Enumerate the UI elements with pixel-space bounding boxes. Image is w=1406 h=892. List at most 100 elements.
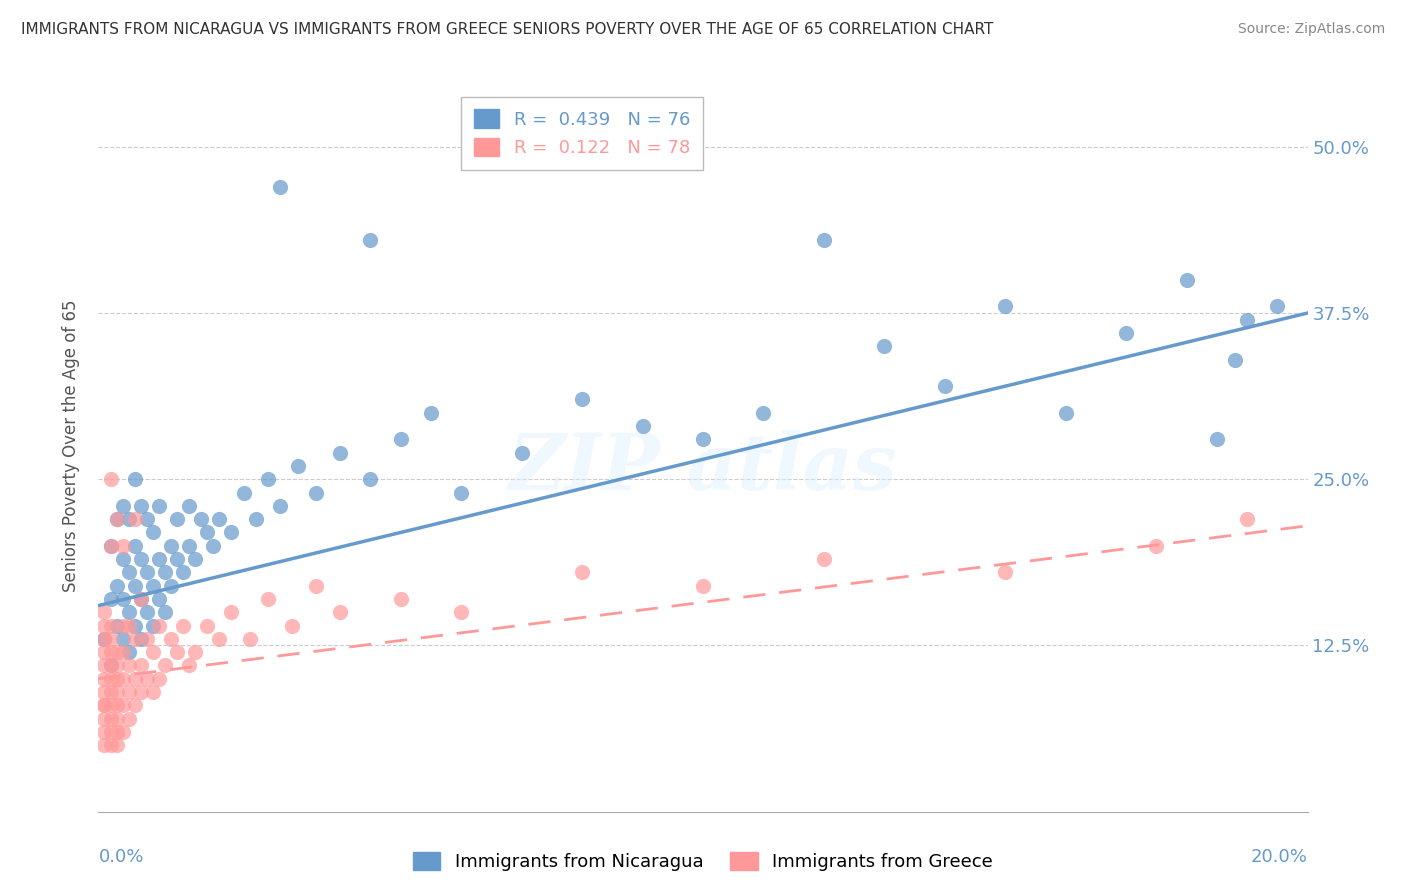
Point bbox=[124, 579, 146, 593]
Point bbox=[631, 419, 654, 434]
Point bbox=[239, 632, 262, 646]
Point bbox=[93, 618, 115, 632]
Point bbox=[202, 539, 225, 553]
Point bbox=[111, 645, 134, 659]
Point bbox=[118, 712, 141, 726]
Point bbox=[148, 591, 170, 606]
Point bbox=[329, 605, 352, 619]
Point bbox=[1144, 539, 1167, 553]
Point bbox=[118, 512, 141, 526]
Point bbox=[129, 591, 152, 606]
Point bbox=[93, 698, 115, 713]
Point bbox=[93, 605, 115, 619]
Point bbox=[329, 445, 352, 459]
Point bbox=[184, 552, 207, 566]
Point bbox=[111, 632, 134, 646]
Point bbox=[510, 445, 533, 459]
Point bbox=[166, 552, 188, 566]
Point bbox=[93, 712, 115, 726]
Point bbox=[160, 579, 183, 593]
Point bbox=[93, 685, 115, 699]
Point bbox=[269, 179, 291, 194]
Point bbox=[179, 658, 201, 673]
Point bbox=[571, 392, 593, 407]
Point bbox=[208, 512, 231, 526]
Point bbox=[105, 658, 128, 673]
Point bbox=[111, 591, 134, 606]
Point bbox=[153, 658, 176, 673]
Point bbox=[813, 233, 835, 247]
Point bbox=[111, 539, 134, 553]
Point bbox=[692, 579, 714, 593]
Point bbox=[142, 618, 165, 632]
Point bbox=[100, 698, 122, 713]
Point bbox=[100, 658, 122, 673]
Point bbox=[1236, 312, 1258, 326]
Point bbox=[124, 539, 146, 553]
Point bbox=[111, 672, 134, 686]
Point bbox=[245, 512, 267, 526]
Point bbox=[1054, 406, 1077, 420]
Point bbox=[692, 433, 714, 447]
Point bbox=[135, 566, 157, 580]
Point bbox=[100, 712, 122, 726]
Legend: Immigrants from Nicaragua, Immigrants from Greece: Immigrants from Nicaragua, Immigrants fr… bbox=[406, 845, 1000, 879]
Point bbox=[148, 618, 170, 632]
Point bbox=[305, 579, 328, 593]
Point bbox=[287, 458, 309, 473]
Point bbox=[1206, 433, 1229, 447]
Point bbox=[135, 512, 157, 526]
Point bbox=[118, 685, 141, 699]
Legend: R =  0.439   N = 76, R =  0.122   N = 78: R = 0.439 N = 76, R = 0.122 N = 78 bbox=[461, 96, 703, 169]
Point bbox=[153, 605, 176, 619]
Point bbox=[111, 618, 134, 632]
Point bbox=[100, 632, 122, 646]
Point bbox=[111, 698, 134, 713]
Point bbox=[105, 579, 128, 593]
Point bbox=[752, 406, 775, 420]
Point bbox=[142, 579, 165, 593]
Point bbox=[100, 738, 122, 752]
Point bbox=[111, 552, 134, 566]
Point bbox=[450, 485, 472, 500]
Text: IMMIGRANTS FROM NICARAGUA VS IMMIGRANTS FROM GREECE SENIORS POVERTY OVER THE AGE: IMMIGRANTS FROM NICARAGUA VS IMMIGRANTS … bbox=[21, 22, 994, 37]
Point bbox=[571, 566, 593, 580]
Point bbox=[420, 406, 443, 420]
Point bbox=[129, 658, 152, 673]
Point bbox=[105, 738, 128, 752]
Point bbox=[360, 233, 382, 247]
Point bbox=[184, 645, 207, 659]
Point bbox=[142, 525, 165, 540]
Point bbox=[450, 605, 472, 619]
Point bbox=[100, 658, 122, 673]
Point bbox=[93, 658, 115, 673]
Point bbox=[166, 512, 188, 526]
Point bbox=[256, 591, 278, 606]
Point bbox=[129, 685, 152, 699]
Point bbox=[118, 645, 141, 659]
Point bbox=[208, 632, 231, 646]
Point bbox=[195, 618, 218, 632]
Point bbox=[172, 618, 194, 632]
Text: Source: ZipAtlas.com: Source: ZipAtlas.com bbox=[1237, 22, 1385, 37]
Point bbox=[135, 672, 157, 686]
Point bbox=[994, 299, 1017, 313]
Point bbox=[100, 645, 122, 659]
Point bbox=[129, 552, 152, 566]
Point bbox=[129, 499, 152, 513]
Point bbox=[124, 618, 146, 632]
Point bbox=[100, 539, 122, 553]
Point bbox=[179, 539, 201, 553]
Point bbox=[118, 658, 141, 673]
Point bbox=[124, 672, 146, 686]
Point bbox=[160, 632, 183, 646]
Point bbox=[129, 591, 152, 606]
Point bbox=[172, 566, 194, 580]
Point bbox=[100, 685, 122, 699]
Point bbox=[124, 698, 146, 713]
Point bbox=[118, 566, 141, 580]
Point bbox=[232, 485, 254, 500]
Point bbox=[105, 645, 128, 659]
Point bbox=[105, 685, 128, 699]
Text: ZIP atlas: ZIP atlas bbox=[509, 430, 897, 506]
